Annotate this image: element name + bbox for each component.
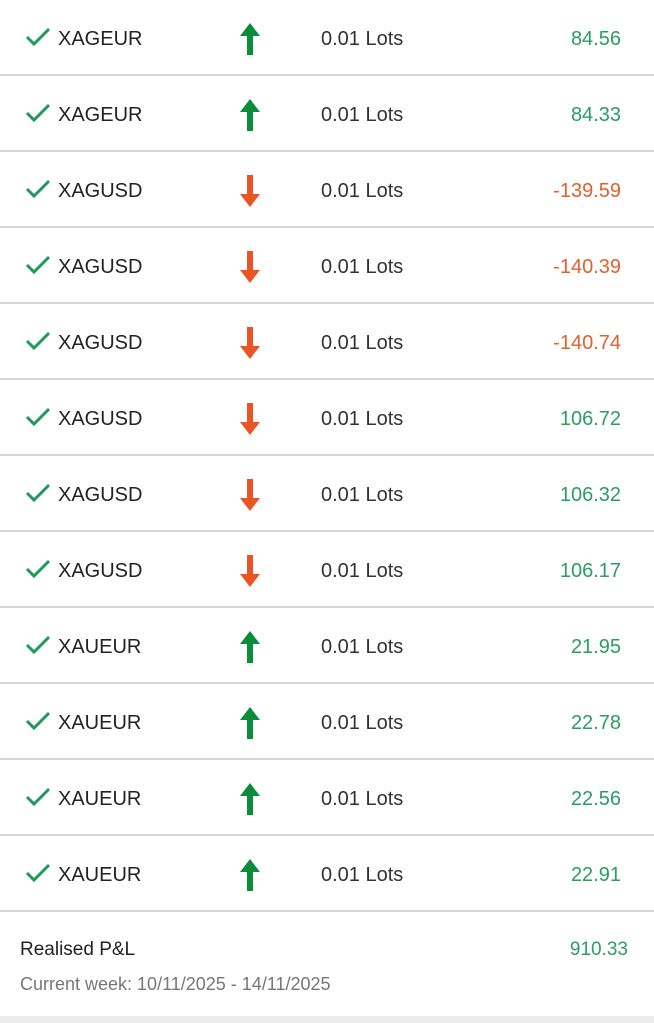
bottom-divider [0, 1016, 654, 1023]
trade-volume: 0.01 Lots [321, 28, 404, 50]
realised-pnl-value: 910.33 [569, 939, 628, 960]
arrow-down-icon [240, 175, 260, 207]
arrow-down-icon [240, 555, 260, 587]
trade-pnl: -140.74 [553, 332, 621, 354]
trade-symbol: XAUEUR [58, 636, 142, 658]
trade-row[interactable]: XAUEUR 0.01 Lots 22.91 [0, 836, 654, 912]
arrow-up-icon [240, 707, 260, 739]
trade-volume: 0.01 Lots [321, 408, 404, 430]
trade-volume: 0.01 Lots [321, 864, 404, 886]
arrow-up-icon [240, 23, 260, 55]
check-icon [25, 863, 51, 883]
trade-volume: 0.01 Lots [321, 332, 404, 354]
trade-symbol: XAGUSD [58, 256, 143, 278]
trade-row[interactable]: XAGEUR 0.01 Lots 84.56 [0, 0, 654, 76]
trade-volume: 0.01 Lots [321, 788, 404, 810]
trade-volume: 0.01 Lots [321, 636, 404, 658]
check-icon [25, 179, 51, 199]
trade-row[interactable]: XAGUSD 0.01 Lots -139.59 [0, 152, 654, 228]
arrow-down-icon [240, 251, 260, 283]
trade-symbol: XAGUSD [58, 332, 143, 354]
trade-pnl: -140.39 [553, 256, 621, 278]
trade-volume: 0.01 Lots [321, 180, 404, 202]
check-icon [25, 103, 51, 123]
arrow-up-icon [240, 99, 260, 131]
trade-row[interactable]: XAGUSD 0.01 Lots 106.17 [0, 532, 654, 608]
current-week-range: Current week: 10/11/2025 - 14/11/2025 [20, 974, 331, 994]
trade-volume: 0.01 Lots [321, 104, 404, 126]
trade-pnl: 21.95 [570, 636, 621, 658]
trade-symbol: XAGUSD [58, 560, 143, 582]
trade-volume: 0.01 Lots [321, 560, 404, 582]
trade-pnl: -139.59 [553, 180, 621, 202]
arrow-down-icon [240, 327, 260, 359]
check-icon [25, 787, 51, 807]
trade-symbol: XAGEUR [58, 104, 143, 126]
trade-row[interactable]: XAGUSD 0.01 Lots 106.32 [0, 456, 654, 532]
trade-symbol: XAUEUR [58, 864, 142, 886]
trade-symbol: XAUEUR [58, 712, 142, 734]
trade-row[interactable]: XAGEUR 0.01 Lots 84.33 [0, 76, 654, 152]
realised-pnl-label: Realised P&L [20, 939, 136, 960]
trade-pnl: 84.56 [570, 28, 621, 50]
trade-row[interactable]: XAGUSD 0.01 Lots -140.74 [0, 304, 654, 380]
check-icon [25, 255, 51, 275]
trade-volume: 0.01 Lots [321, 256, 404, 278]
check-icon [25, 711, 51, 731]
arrow-down-icon [240, 479, 260, 511]
arrow-up-icon [240, 631, 260, 663]
trade-symbol: XAGUSD [58, 408, 143, 430]
trade-symbol: XAGUSD [58, 484, 143, 506]
trade-row[interactable]: XAUEUR 0.01 Lots 22.78 [0, 684, 654, 760]
trade-pnl: 22.78 [570, 712, 621, 734]
trade-pnl: 22.56 [570, 788, 621, 810]
trade-pnl: 84.33 [570, 104, 621, 126]
trade-volume: 0.01 Lots [321, 712, 404, 734]
check-icon [25, 559, 51, 579]
check-icon [25, 635, 51, 655]
trade-row[interactable]: XAUEUR 0.01 Lots 22.56 [0, 760, 654, 836]
trade-volume: 0.01 Lots [321, 484, 404, 506]
check-icon [25, 27, 51, 47]
arrow-up-icon [240, 783, 260, 815]
trade-pnl: 106.72 [559, 408, 621, 430]
trade-row[interactable]: XAGUSD 0.01 Lots -140.39 [0, 228, 654, 304]
trade-pnl: 106.32 [559, 484, 621, 506]
trade-pnl: 22.91 [570, 864, 621, 886]
trade-pnl: 106.17 [559, 560, 621, 582]
trade-row[interactable]: XAUEUR 0.01 Lots 21.95 [0, 608, 654, 684]
arrow-down-icon [240, 403, 260, 435]
trade-symbol: XAUEUR [58, 788, 142, 810]
trade-row[interactable]: XAGUSD 0.01 Lots 106.72 [0, 380, 654, 456]
arrow-up-icon [240, 859, 260, 891]
check-icon [25, 483, 51, 503]
trade-symbol: XAGEUR [58, 28, 143, 50]
trade-symbol: XAGUSD [58, 180, 143, 202]
trade-list: XAGEUR 0.01 Lots 84.56 XAGEUR 0.01 Lots … [0, 0, 654, 912]
check-icon [25, 407, 51, 427]
check-icon [25, 331, 51, 351]
realised-pnl-summary: Realised P&L 910.33 Current week: 10/11/… [0, 914, 654, 1016]
